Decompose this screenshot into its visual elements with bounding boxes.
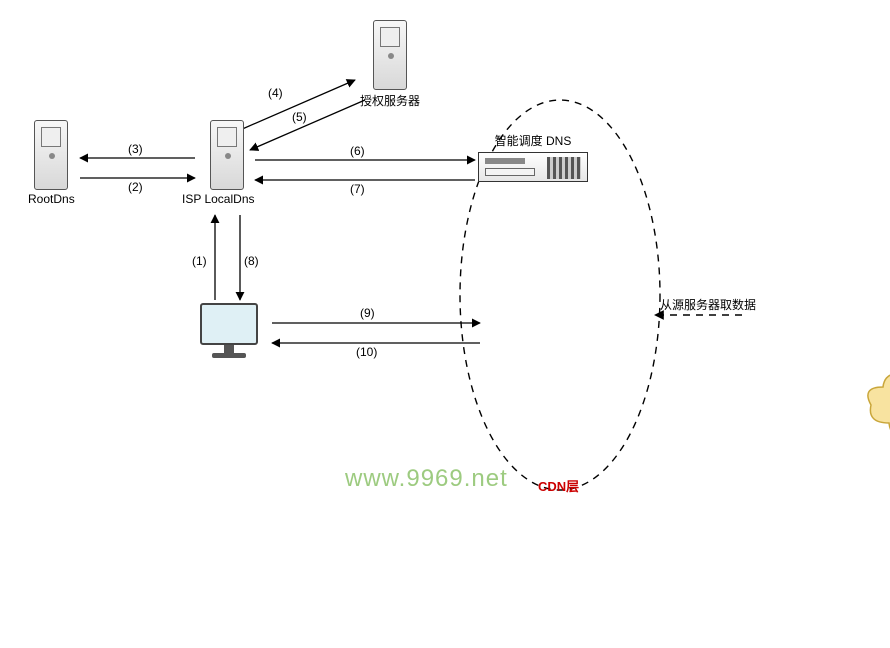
edge-label-5: (5) [292, 110, 307, 124]
cdn-layer-label: CDN层 [538, 476, 579, 495]
rootdns-label: RootDns [28, 192, 75, 206]
edge-label-1: (1) [192, 254, 207, 268]
edge-label-9: (9) [360, 306, 375, 320]
diagram-overlay [0, 0, 890, 500]
edge-label-7: (7) [350, 182, 365, 196]
edge-label-3: (3) [128, 142, 143, 156]
node-cdn-2: cdn节点 [863, 365, 890, 445]
node-localdns: ISP LocalDns [200, 120, 255, 206]
edge-label-origin-fetch: 从源服务器取数据 [660, 296, 756, 313]
desktop-icon [200, 303, 258, 358]
watermark-text: www.9969.net [345, 465, 508, 493]
edge-label-4: (4) [268, 86, 283, 100]
node-smart-dns: 智能调度 DNS [478, 150, 588, 182]
auth-label: 授权服务器 [360, 92, 420, 109]
node-client [200, 303, 258, 358]
rack-server-icon [478, 152, 588, 182]
server-icon [210, 120, 244, 190]
edge-label-2: (2) [128, 180, 143, 194]
smartdns-label: 智能调度 DNS [478, 132, 588, 149]
cdn2-label: cdn节点 [863, 397, 890, 414]
node-auth-server: 授权服务器 [360, 20, 420, 109]
edge-label-6: (6) [350, 144, 365, 158]
edge-label-10: (10) [356, 345, 377, 359]
server-icon [373, 20, 407, 90]
node-rootdns: RootDns [28, 120, 75, 206]
localdns-label: ISP LocalDns [182, 192, 255, 206]
edge-label-8: (8) [244, 254, 259, 268]
server-icon [34, 120, 68, 190]
